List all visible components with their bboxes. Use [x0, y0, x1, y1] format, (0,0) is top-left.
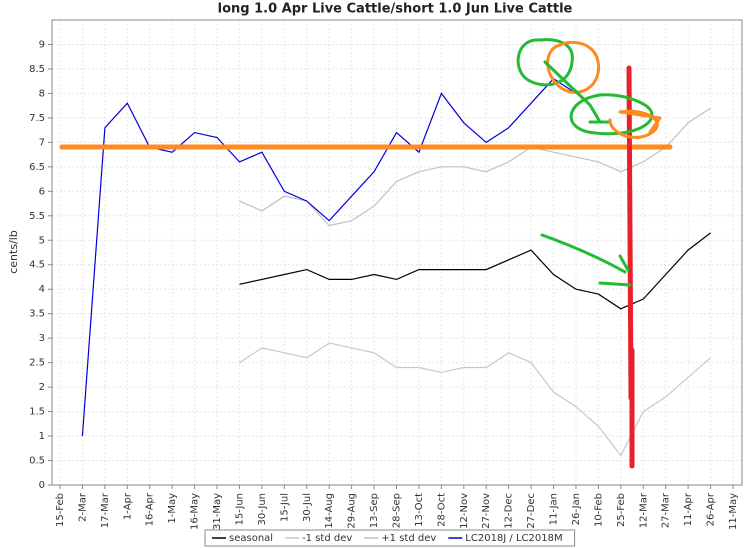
x-tick-label: 26-Apr [706, 492, 717, 526]
x-tick-label: 12-Nov [459, 493, 470, 529]
annotation-arrow [543, 60, 612, 124]
legend: seasonal -1 std dev +1 std dev LC2018J / LC… [204, 529, 576, 547]
x-tick-label: 30-Jun [257, 493, 268, 526]
x-tick-label: 12-Mar [638, 492, 649, 528]
y-tick-label: 1.5 [29, 407, 45, 418]
x-tick-label: 10-Feb [593, 493, 604, 527]
y-tick-label: 4 [39, 284, 45, 295]
y-tick-label: 2.5 [29, 358, 45, 369]
y-tick-label: 8.5 [29, 64, 45, 75]
x-tick-label: 25-Feb [616, 493, 627, 527]
x-tick-label: 27-Mar [661, 492, 672, 528]
annotation-circle [569, 93, 654, 136]
x-tick-label: 11-Apr [683, 492, 694, 526]
line-series [81, 77, 577, 437]
x-tick-label: 28-Oct [436, 493, 447, 527]
x-tick-label: 12-Dec [504, 493, 515, 529]
y-axis-label: cents/lb [7, 230, 20, 274]
y-tick-label: 2 [39, 382, 45, 393]
x-tick-label: 16-May [190, 493, 201, 530]
x-tick-label: 16-Apr [145, 492, 156, 526]
legend-label: LC2018J / LC2018M [465, 533, 562, 544]
x-tick-label: 27-Dec [526, 493, 537, 529]
x-tick-label: 15-Feb [55, 493, 66, 527]
x-tick-label: 31-May [212, 493, 223, 530]
x-tick-label: 27-Nov [481, 493, 492, 529]
y-tick-label: 6.5 [29, 162, 45, 173]
annotation-circle [608, 109, 662, 139]
x-tick-label: 2-Mar [77, 492, 88, 522]
y-tick-label: 1 [39, 431, 45, 442]
y-tick-label: 8 [39, 88, 45, 99]
annotation-line [626, 65, 635, 469]
y-tick-label: 7.5 [29, 113, 45, 124]
x-tick-label: 11-May [728, 493, 739, 530]
x-tick-label: 15-Jul [279, 493, 290, 522]
legend-box [204, 529, 576, 547]
y-tick-label: 0 [39, 480, 45, 491]
x-tick-label: 30-Jul [302, 493, 313, 522]
y-tick-label: 9 [39, 39, 45, 50]
x-tick-label: 13-Oct [414, 493, 425, 527]
chart-title: long 1.0 Apr Live Cattle/short 1.0 Jun L… [218, 2, 573, 17]
grid [52, 20, 742, 486]
x-tick-label: 17-Mar [100, 492, 111, 528]
y-tick-label: 5.5 [29, 211, 45, 222]
y-tick-label: 7 [39, 137, 45, 148]
legend-label: +1 std dev [381, 533, 436, 544]
x-tick-label: 13-Sep [369, 493, 380, 528]
y-tick-label: 5 [39, 235, 45, 246]
x-tick-label: 1-May [167, 493, 178, 524]
x-tick-label: 15-Jun [234, 493, 245, 526]
legend-label: seasonal [229, 533, 273, 544]
annotation-circle [516, 38, 574, 87]
x-tick-label: 14-Aug [324, 493, 335, 529]
y-tick-label: 3 [39, 333, 45, 344]
x-tick-label: 26-Jan [571, 493, 582, 525]
y-tick-label: 3.5 [29, 309, 45, 320]
x-tick-label: 1-Apr [122, 492, 133, 520]
legend-label: -1 std dev [302, 533, 352, 544]
x-tick-label: 28-Sep [392, 493, 403, 528]
x-tick-label: 29-Aug [347, 493, 358, 529]
axes: 0 0.5 1 1.5 2 2.5 3 3.5 4 4.5 5 5.5 6 6.5 7 7.5 8 8.5 9 15-… [29, 39, 739, 530]
annotation-arrow [540, 233, 632, 287]
y-tick-label: 4.5 [29, 260, 45, 271]
annotations [59, 38, 673, 469]
y-tick-label: 6 [39, 186, 45, 197]
x-tick-label: 11-Jan [549, 493, 560, 525]
y-tick-label: 0.5 [29, 456, 45, 467]
